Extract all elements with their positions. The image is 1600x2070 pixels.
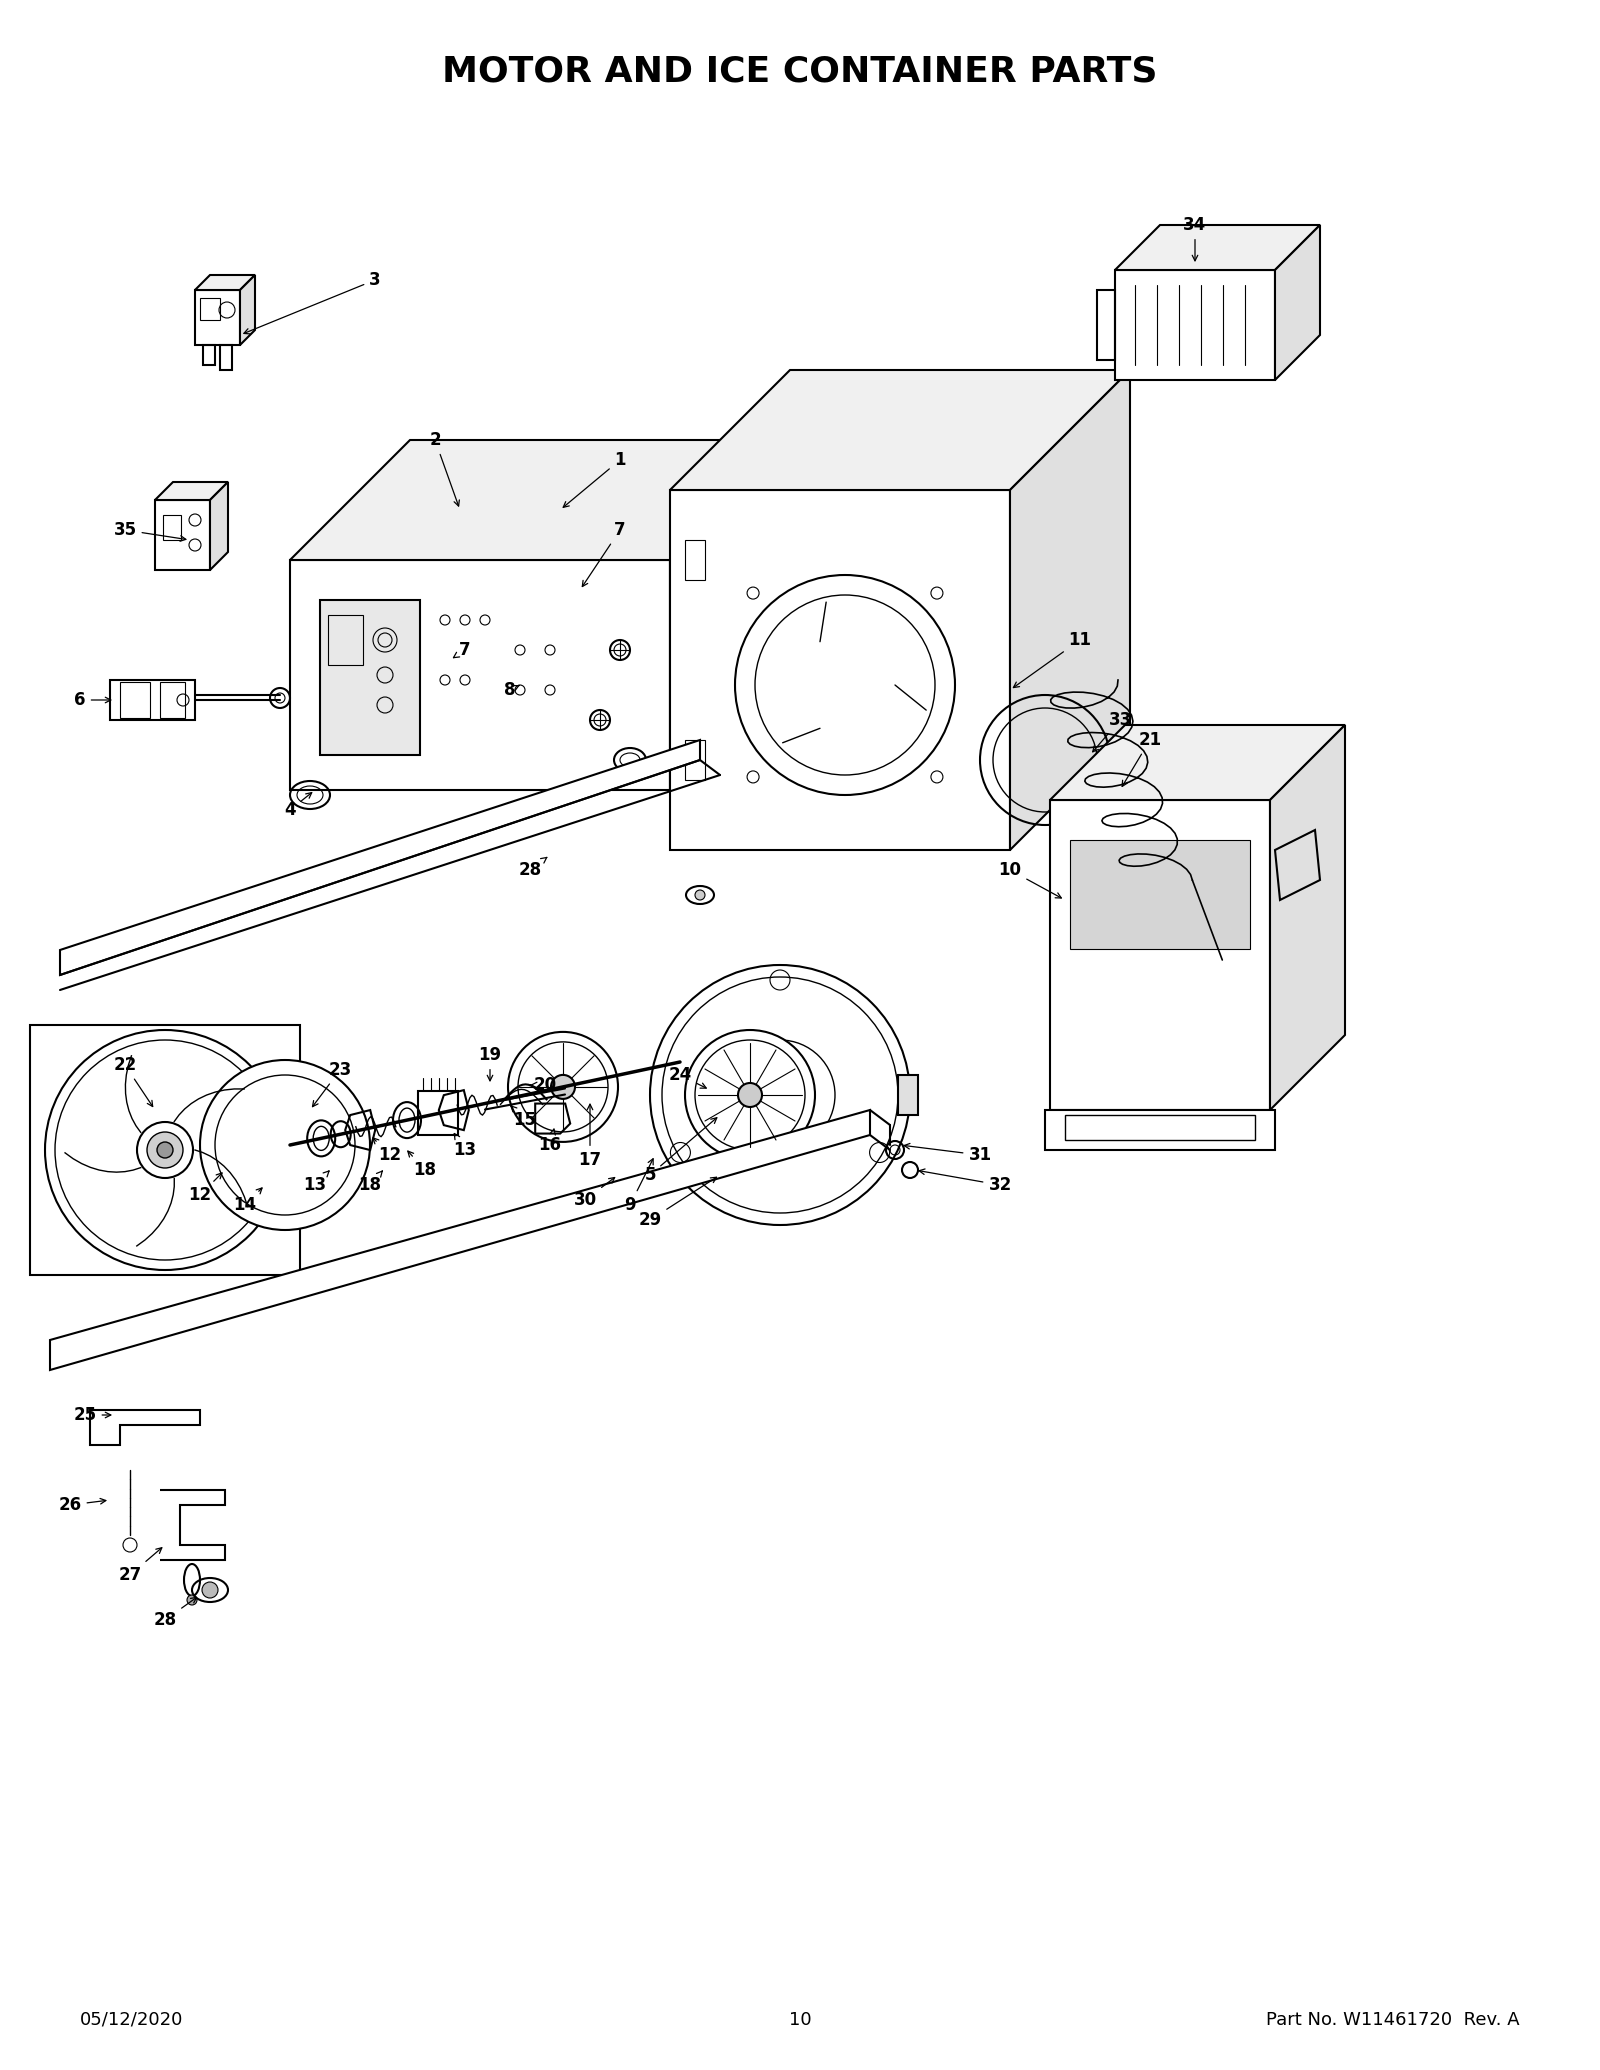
Text: 26: 26 bbox=[59, 1497, 106, 1513]
Polygon shape bbox=[898, 1074, 918, 1116]
Text: 24: 24 bbox=[669, 1066, 706, 1089]
Polygon shape bbox=[50, 1110, 870, 1370]
Bar bbox=[200, 298, 221, 321]
Bar bbox=[1070, 840, 1250, 948]
Text: 05/12/2020: 05/12/2020 bbox=[80, 2010, 184, 2029]
Text: 25: 25 bbox=[74, 1406, 110, 1424]
Text: 32: 32 bbox=[918, 1170, 1011, 1194]
Polygon shape bbox=[1275, 226, 1320, 381]
Text: 27: 27 bbox=[118, 1548, 162, 1584]
Text: 4: 4 bbox=[285, 793, 312, 820]
Polygon shape bbox=[670, 371, 1130, 491]
Polygon shape bbox=[155, 482, 229, 501]
Polygon shape bbox=[240, 275, 254, 346]
Text: MOTOR AND ICE CONTAINER PARTS: MOTOR AND ICE CONTAINER PARTS bbox=[442, 56, 1158, 89]
Text: 35: 35 bbox=[114, 522, 186, 540]
Text: 16: 16 bbox=[539, 1128, 562, 1153]
Polygon shape bbox=[195, 275, 254, 290]
Text: 15: 15 bbox=[510, 1105, 536, 1128]
Text: 8: 8 bbox=[504, 681, 518, 700]
Text: 29: 29 bbox=[638, 1178, 717, 1230]
Bar bbox=[120, 681, 150, 718]
Polygon shape bbox=[110, 681, 195, 720]
Circle shape bbox=[509, 1033, 618, 1143]
Ellipse shape bbox=[650, 965, 910, 1225]
Circle shape bbox=[157, 1143, 173, 1157]
Circle shape bbox=[147, 1132, 182, 1167]
Text: 28: 28 bbox=[518, 857, 547, 880]
Bar bbox=[160, 681, 186, 718]
Polygon shape bbox=[670, 491, 1010, 851]
Circle shape bbox=[738, 1083, 762, 1107]
Circle shape bbox=[518, 1041, 608, 1132]
Circle shape bbox=[54, 1039, 275, 1261]
Text: 7: 7 bbox=[582, 522, 626, 586]
Circle shape bbox=[694, 890, 706, 900]
Text: 10: 10 bbox=[998, 861, 1061, 898]
Polygon shape bbox=[61, 739, 701, 975]
Ellipse shape bbox=[662, 977, 898, 1213]
Polygon shape bbox=[155, 501, 210, 569]
Text: 31: 31 bbox=[904, 1143, 992, 1163]
Text: 10: 10 bbox=[789, 2010, 811, 2029]
Polygon shape bbox=[670, 441, 790, 791]
Text: Part No. W11461720  Rev. A: Part No. W11461720 Rev. A bbox=[1266, 2010, 1520, 2029]
Text: 20: 20 bbox=[531, 1076, 557, 1095]
Bar bbox=[685, 540, 706, 580]
Text: 18: 18 bbox=[358, 1172, 382, 1194]
Text: 34: 34 bbox=[1184, 215, 1206, 261]
Text: 13: 13 bbox=[304, 1172, 330, 1194]
Polygon shape bbox=[210, 482, 229, 569]
Text: 13: 13 bbox=[453, 1134, 477, 1159]
Polygon shape bbox=[1050, 799, 1270, 1110]
Polygon shape bbox=[1050, 724, 1346, 799]
Text: 6: 6 bbox=[74, 691, 110, 710]
Text: 2: 2 bbox=[429, 431, 459, 505]
Circle shape bbox=[770, 1085, 790, 1105]
Text: 14: 14 bbox=[234, 1188, 262, 1213]
Polygon shape bbox=[1270, 724, 1346, 1110]
Circle shape bbox=[200, 1060, 370, 1230]
Bar bbox=[1098, 290, 1115, 360]
Polygon shape bbox=[290, 561, 670, 791]
Text: 7: 7 bbox=[453, 642, 470, 658]
Text: 22: 22 bbox=[114, 1056, 152, 1107]
Circle shape bbox=[550, 1074, 574, 1099]
Text: 18: 18 bbox=[408, 1151, 437, 1180]
Polygon shape bbox=[320, 600, 419, 756]
Polygon shape bbox=[1045, 1110, 1275, 1151]
Text: 12: 12 bbox=[373, 1138, 402, 1163]
Circle shape bbox=[45, 1031, 285, 1271]
Text: 1: 1 bbox=[563, 451, 626, 507]
Polygon shape bbox=[1115, 269, 1275, 381]
Text: 5: 5 bbox=[645, 1118, 717, 1184]
Text: 33: 33 bbox=[1093, 710, 1131, 751]
Bar bbox=[685, 739, 706, 780]
Text: 23: 23 bbox=[312, 1062, 352, 1107]
Text: 19: 19 bbox=[478, 1045, 501, 1081]
Text: 3: 3 bbox=[243, 271, 381, 333]
Text: 11: 11 bbox=[1013, 631, 1091, 687]
Polygon shape bbox=[1010, 371, 1130, 851]
Circle shape bbox=[187, 1596, 197, 1604]
Bar bbox=[163, 515, 181, 540]
Text: 12: 12 bbox=[189, 1174, 222, 1205]
Ellipse shape bbox=[685, 1031, 814, 1159]
Circle shape bbox=[138, 1122, 194, 1178]
Bar bbox=[418, 1091, 458, 1136]
Bar bbox=[328, 615, 363, 664]
Polygon shape bbox=[290, 441, 790, 561]
Polygon shape bbox=[1115, 226, 1320, 269]
Circle shape bbox=[202, 1581, 218, 1598]
Text: 21: 21 bbox=[1122, 731, 1162, 787]
Polygon shape bbox=[195, 290, 240, 346]
Text: 17: 17 bbox=[579, 1103, 602, 1170]
Text: 9: 9 bbox=[624, 1159, 653, 1213]
Text: 28: 28 bbox=[154, 1598, 197, 1629]
Text: 30: 30 bbox=[573, 1178, 614, 1209]
